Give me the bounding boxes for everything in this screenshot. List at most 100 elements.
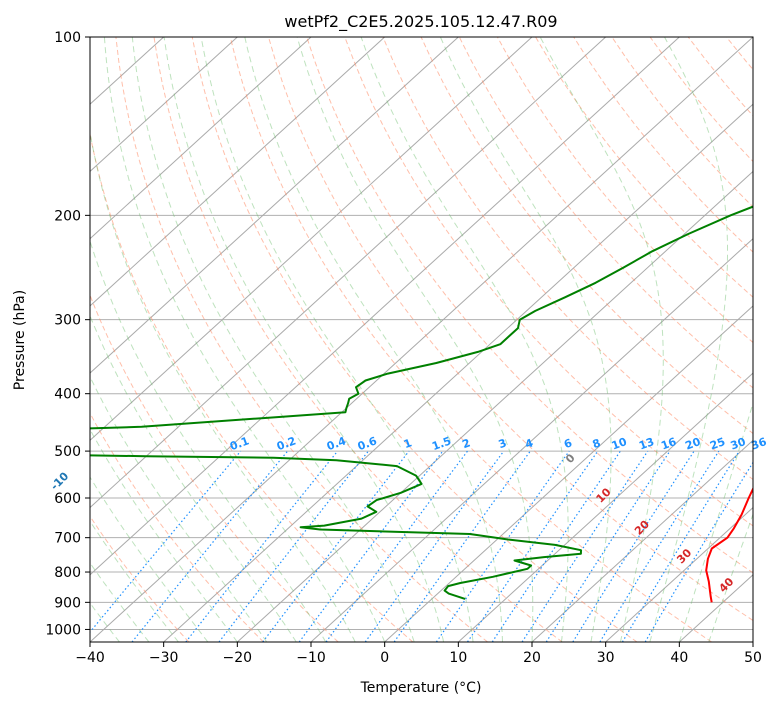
isotherm-line xyxy=(384,305,753,642)
mixing-ratio-line xyxy=(491,450,621,642)
dry-adiabat-line xyxy=(649,37,753,163)
dry-adiabat-line xyxy=(382,37,753,481)
dry-adiabat-line xyxy=(726,37,753,71)
isotherm-line xyxy=(605,506,753,642)
isotherm-line xyxy=(90,37,386,307)
mixing-ratio-label: 1 xyxy=(402,436,414,451)
moist-adiabat-line xyxy=(163,37,445,642)
mixing-ratio-label: 36 xyxy=(749,435,768,453)
dry-adiabat-label: 0 xyxy=(563,451,578,466)
x-tick-label: 10 xyxy=(449,650,467,666)
mixing-ratio-line xyxy=(185,450,339,642)
isotherm-line xyxy=(752,641,753,642)
mixing-ratio-line xyxy=(393,450,531,642)
isotherm-line xyxy=(90,37,459,374)
mixing-ratio-line xyxy=(435,450,570,642)
mixing-ratio-line xyxy=(364,450,505,642)
chart-title: wetPf2_C2E5.2025.105.12.47.R09 xyxy=(284,12,557,32)
dry-adiabat-line xyxy=(90,131,414,642)
moist-adiabat-line xyxy=(90,314,297,642)
y-tick-label: 500 xyxy=(54,444,81,460)
mixing-ratio-line xyxy=(218,450,369,642)
y-tick-label: 1000 xyxy=(45,622,81,638)
isotherm-line xyxy=(236,170,753,642)
y-tick-label: 800 xyxy=(54,565,81,581)
moist-adiabat-line xyxy=(90,520,179,642)
y-tick-label: 200 xyxy=(54,208,81,224)
mixing-ratio-label: 1.5 xyxy=(430,434,453,453)
dry-adiabat-label: -10 xyxy=(48,469,71,492)
moist-adiabat-line xyxy=(90,129,356,642)
moist-adiabat-line xyxy=(103,37,386,642)
x-tick-label: −20 xyxy=(223,650,253,666)
isotherm-line xyxy=(90,37,607,509)
moist-adiabat-line xyxy=(539,37,664,642)
mixing-ratio-line xyxy=(298,450,444,642)
mixing-ratio-line xyxy=(599,450,720,642)
isotherm-line xyxy=(90,37,533,442)
moist-adiabat-line xyxy=(708,513,753,642)
x-tick-label: 30 xyxy=(597,650,615,666)
y-axis-label: Pressure (hPa) xyxy=(12,290,28,390)
mixing-ratio-label: 6 xyxy=(562,436,574,451)
background-lines xyxy=(90,37,775,642)
moist-adiabat-line xyxy=(678,401,753,642)
moist-adiabat-line xyxy=(131,37,415,642)
mixing-ratio-label: 8 xyxy=(591,436,603,451)
x-tick-label: −10 xyxy=(296,650,326,666)
mixing-ratio-label: 2 xyxy=(460,436,472,451)
dry-adiabat-line xyxy=(765,37,775,642)
mixing-ratio-line xyxy=(90,450,242,633)
profile-lines xyxy=(90,205,753,603)
dry-adiabat-line xyxy=(687,37,753,117)
isotherm-line xyxy=(457,372,753,642)
mixing-ratio-label: 16 xyxy=(659,435,678,453)
mixing-ratio-label: 13 xyxy=(637,435,656,452)
dry-adiabat-line xyxy=(115,37,488,642)
moist-adiabat-line xyxy=(439,37,612,642)
y-tick-label: 100 xyxy=(54,30,81,46)
moist-adiabat-line xyxy=(649,37,728,642)
moist-adiabat-line xyxy=(90,428,238,642)
mixing-ratio-line xyxy=(572,450,695,642)
y-tick-label: 300 xyxy=(54,313,81,329)
mixing-ratio-label: 4 xyxy=(523,436,535,451)
moist-adiabat-line xyxy=(200,37,474,642)
mixing-ratio-line xyxy=(325,450,468,642)
isotherm-line xyxy=(531,439,753,642)
dry-adiabat-line xyxy=(535,37,753,298)
x-tick-label: 20 xyxy=(523,650,541,666)
dry-adiabat-line xyxy=(420,37,753,435)
mixing-ratio-line xyxy=(466,450,599,642)
mixing-ratio-line xyxy=(621,450,740,642)
axis-ticks: −40 −30 −20 −10 0 10 20 30 40 5010020030040050060… xyxy=(45,30,762,666)
y-tick-label: 600 xyxy=(54,491,81,507)
mixing-ratio-label: 0.1 xyxy=(228,434,251,453)
dewpoint-profile-line xyxy=(90,205,753,600)
plot-frame xyxy=(89,36,754,643)
isotherm-line xyxy=(90,37,680,576)
mixing-ratio-line xyxy=(262,450,410,642)
mixing-ratio-label: 0.2 xyxy=(275,434,298,453)
dry-adiabat-line xyxy=(611,37,753,208)
mixing-ratio-line xyxy=(131,450,289,642)
mixing-ratio-label: 20 xyxy=(683,435,702,453)
dry-adiabat-line xyxy=(229,37,712,642)
moist-adiabat-line xyxy=(90,476,209,642)
isotherm-line xyxy=(90,37,312,240)
dry-adiabat-line xyxy=(268,37,753,622)
dry-adiabat-line xyxy=(496,37,753,344)
moist-adiabat-line xyxy=(90,562,150,642)
moist-adiabat-line xyxy=(360,37,569,642)
x-tick-label: −40 xyxy=(75,650,105,666)
dry-adiabat-line xyxy=(90,412,264,642)
mixing-ratio-label: 25 xyxy=(708,435,727,452)
moist-adiabat-line xyxy=(296,37,534,642)
x-tick-label: 50 xyxy=(744,650,762,666)
mixing-ratio-label: 0.4 xyxy=(325,434,348,453)
isotherm-line xyxy=(163,103,753,642)
y-tick-label: 700 xyxy=(54,531,81,547)
mixing-ratio-line xyxy=(521,450,649,642)
x-tick-label: 40 xyxy=(670,650,688,666)
